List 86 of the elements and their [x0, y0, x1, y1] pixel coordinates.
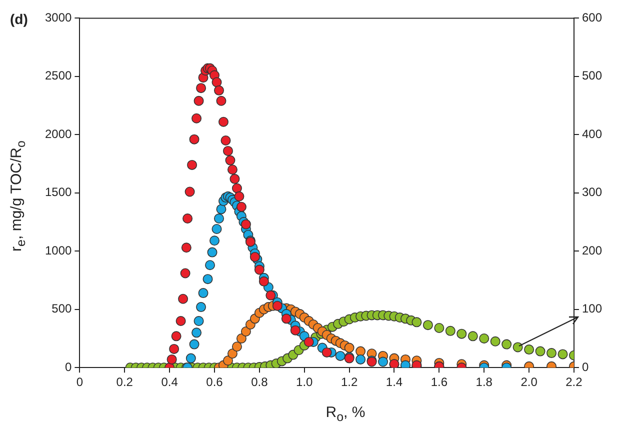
x-tick-label: 2.2 [566, 375, 583, 390]
y2-tick-label: 500 [582, 68, 602, 83]
point [194, 316, 204, 326]
y2-tick-label: 200 [582, 243, 602, 258]
point [230, 174, 240, 184]
point [304, 336, 314, 347]
y2-tick-label: 0 [582, 360, 589, 374]
y-tick-label: 3000 [44, 10, 72, 25]
y2-tick-label: 400 [582, 126, 602, 141]
point [335, 350, 346, 361]
point [216, 204, 226, 214]
point [178, 294, 188, 304]
y2-tick-label: 600 [582, 10, 602, 25]
point [212, 224, 222, 234]
point [216, 96, 226, 106]
point [250, 252, 260, 262]
point [181, 242, 192, 253]
x-tick-label: 1.4 [386, 375, 403, 390]
x-tick-label: 1.8 [476, 375, 493, 390]
point [176, 316, 186, 326]
point [214, 214, 224, 224]
point [222, 356, 233, 366]
x-tick-label: 1.6 [430, 375, 448, 390]
point [212, 77, 222, 88]
y-tick-label: 0 [65, 360, 72, 374]
point [194, 96, 204, 106]
x-tick-label: 0.6 [206, 375, 224, 390]
point [196, 83, 206, 94]
point [202, 274, 213, 284]
point [240, 326, 251, 336]
y-tick-label: 500 [52, 302, 72, 316]
point [169, 344, 180, 354]
y-tick-label: 2000 [44, 126, 72, 141]
point [232, 342, 242, 352]
point [254, 264, 264, 275]
text: (d) [10, 11, 28, 27]
y2-tick-label: 300 [582, 185, 602, 200]
point [222, 146, 233, 156]
point [225, 155, 236, 166]
x-tick-label: 0.2 [116, 375, 134, 390]
point [234, 191, 244, 202]
point [210, 236, 220, 246]
point [184, 186, 195, 197]
x-tick-label: 1.2 [340, 375, 358, 390]
point [180, 268, 190, 278]
point [258, 276, 269, 286]
x-tick-label: 2.0 [520, 375, 538, 390]
x-axis-title: R$_{o}$, % [324, 404, 366, 424]
y-tick-label: 1500 [44, 185, 72, 200]
x-tick-label: 0.8 [251, 375, 268, 390]
point [400, 360, 410, 368]
point [189, 134, 200, 144]
point [214, 85, 224, 96]
point [187, 160, 198, 170]
x-tick-label: 0.4 [161, 375, 178, 390]
point [378, 356, 388, 367]
x-tick-label: 0 [76, 375, 84, 390]
point [189, 339, 200, 350]
point [227, 164, 238, 175]
point [171, 331, 182, 342]
x-tick-label: 1.0 [296, 375, 314, 390]
point [236, 202, 246, 212]
point [236, 333, 246, 344]
point [192, 328, 202, 338]
y2-tick-label: 100 [582, 302, 602, 316]
point [290, 325, 300, 336]
point [281, 314, 292, 324]
point [220, 135, 231, 146]
point [322, 347, 332, 358]
point [182, 214, 193, 224]
y-tick-label: 2500 [44, 68, 72, 83]
point [218, 116, 228, 127]
point [356, 354, 366, 364]
point [166, 354, 177, 364]
point [227, 348, 238, 359]
point [205, 260, 216, 270]
y-tick-label: 1000 [44, 243, 72, 258]
point [207, 247, 218, 258]
point [356, 346, 366, 356]
point [198, 288, 208, 298]
point [186, 353, 196, 364]
point [272, 300, 282, 311]
point [344, 342, 354, 353]
point [232, 183, 242, 194]
point [192, 113, 202, 124]
point [196, 302, 206, 312]
